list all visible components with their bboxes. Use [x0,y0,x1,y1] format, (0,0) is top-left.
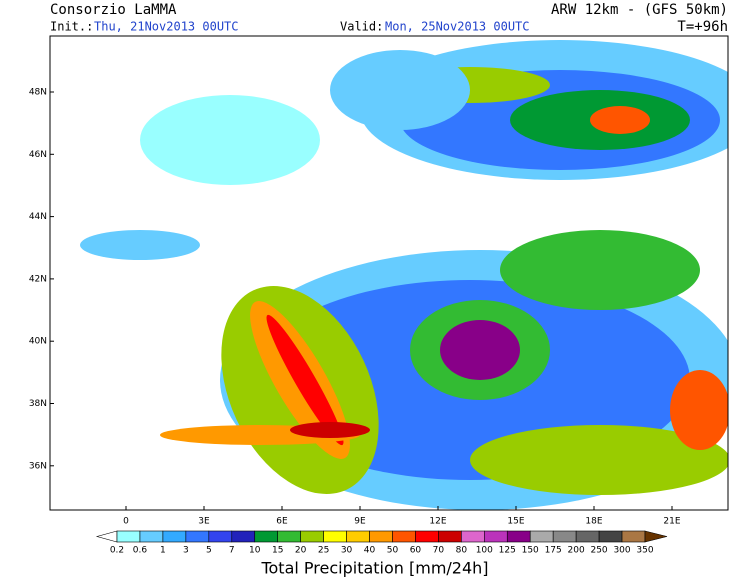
lon-label: 21E [663,517,680,527]
colorbar-label: 15 [272,546,283,556]
colorbar-label: 40 [364,546,376,556]
header-title: Consorzio LaMMA [50,2,177,18]
colorbar-box [529,530,554,543]
init-value: Thu, 21Nov2013 00UTC [94,20,239,34]
colorbar-box [506,530,531,543]
lon-label: 9E [354,517,366,527]
colorbar-box [415,530,439,543]
colorbar-label: 5 [206,546,212,556]
colorbar-label: 0.6 [133,546,148,556]
colorbar-box [116,530,141,543]
colorbar-box [231,530,256,543]
colorbar-label: 250 [590,546,607,556]
header-model: ARW 12km - (GFS 50km) [551,2,728,18]
colorbar-box [254,530,278,543]
colorbar-box [438,530,462,543]
colorbar-label: 125 [499,546,516,556]
colorbar-box [392,530,416,543]
colorbar-label: 150 [522,546,539,556]
colorbar-box [139,530,164,543]
colorbar-label: 3 [183,546,189,556]
colorbar-arrow-left [95,530,118,543]
colorbar-box [346,530,370,543]
colorbar-box [323,530,347,543]
lon-label: 18E [585,517,602,527]
colorbar-label: 80 [456,546,468,556]
lon-label: 0 [123,517,129,527]
lon-label: 6E [276,517,288,527]
colorbar-box [575,530,600,543]
colorbar-box [552,530,577,543]
colorbar-label: 10 [249,546,261,556]
valid-value: Mon, 25Nov2013 00UTC [385,20,530,34]
precip-field [49,35,729,511]
lon-label: 12E [429,517,446,527]
colorbar-box [162,530,187,543]
colorbar-label: 70 [433,546,445,556]
colorbar-box [598,530,623,543]
lat-label: 44N [29,212,47,222]
colorbar-label: 350 [636,546,653,556]
colorbar-box [277,530,301,543]
lon-label: 15E [507,517,524,527]
colorbar-box [621,530,646,543]
colorbar-label: 100 [476,546,493,556]
legend-title: Total Precipitation [mm/24h] [260,559,488,578]
lat-label: 42N [29,274,47,284]
colorbar-label: 200 [568,546,585,556]
colorbar-label: 20 [295,546,307,556]
colorbar-label: 60 [410,546,422,556]
colorbar-label: 175 [545,546,562,556]
colorbar-label: 1 [160,546,166,556]
colorbar-box [461,530,485,543]
colorbar-label: 50 [387,546,399,556]
lon-label: 3E [198,517,210,527]
colorbar-label: 30 [341,546,353,556]
colorbar-label: 300 [613,546,630,556]
lead-time: T=+96h [677,19,728,35]
colorbar-label: 0.2 [110,546,124,556]
colorbar-box [208,530,233,543]
colorbar-label: 25 [318,546,329,556]
lat-label: 48N [29,88,47,98]
lat-label: 36N [29,461,47,471]
colorbar-box [484,530,508,543]
init-label: Init.: [50,20,93,34]
colorbar-label: 7 [229,546,235,556]
colorbar-box [300,530,324,543]
lat-label: 38N [29,399,47,409]
lat-label: 46N [29,150,47,160]
colorbar-arrow-right [644,530,668,543]
colorbar-box [369,530,393,543]
valid-label: Valid: [340,20,383,34]
lat-label: 40N [29,337,47,347]
colorbar-box [185,530,210,543]
